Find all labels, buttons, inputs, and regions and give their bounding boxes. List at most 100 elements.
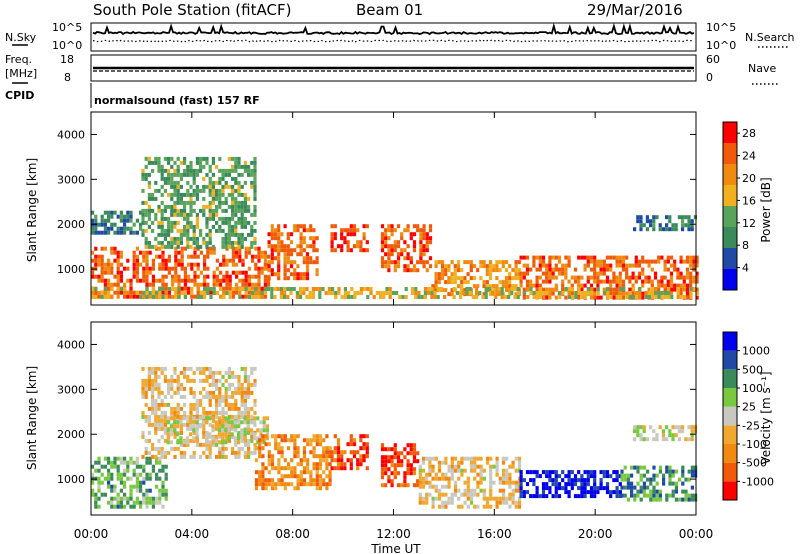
- heatmap-cell: [267, 470, 271, 475]
- heatmap-cell: [384, 459, 388, 464]
- heatmap-cell: [406, 252, 410, 257]
- heatmap-cell: [612, 255, 616, 260]
- heatmap-cell: [452, 295, 456, 299]
- heatmap-cell: [254, 295, 258, 299]
- heatmap-cell: [525, 482, 530, 487]
- heatmap-cell: [145, 456, 149, 461]
- heatmap-cell: [221, 424, 225, 429]
- heatmap-cell: [517, 260, 521, 265]
- heatmap-cell: [564, 486, 568, 491]
- heatmap-cell: [668, 433, 672, 438]
- heatmap-cell: [237, 240, 241, 245]
- heatmap-cell: [609, 287, 613, 292]
- heatmap-cell: [234, 176, 238, 181]
- heatmap-cell: [599, 470, 603, 475]
- heatmap-cell: [142, 480, 146, 485]
- heatmap-cell: [325, 474, 329, 479]
- heatmap-cell: [577, 478, 581, 483]
- heatmap-cell: [237, 200, 241, 205]
- heatmap-cell: [482, 504, 486, 509]
- heatmap-cell: [243, 410, 247, 415]
- heatmap-cell: [434, 284, 438, 289]
- heatmap-cell: [183, 450, 187, 455]
- heatmap-cell: [211, 172, 215, 177]
- heatmap-cell: [299, 470, 303, 475]
- heatmap-cell: [217, 432, 221, 437]
- heatmap-cell: [218, 370, 222, 375]
- heatmap-cell: [160, 176, 164, 181]
- heatmap-cell: [187, 278, 191, 283]
- heatmap-cell: [615, 490, 619, 495]
- heatmap-cell: [437, 476, 442, 481]
- heatmap-cell: [157, 394, 161, 399]
- heatmap-cell: [463, 492, 467, 497]
- heatmap-cell: [208, 434, 212, 439]
- cpid-text: normalsound (fast) 157 RF: [94, 94, 260, 107]
- colorbar-segment: [723, 462, 737, 482]
- heatmap-cell: [145, 278, 149, 283]
- heatmap-cell: [208, 208, 212, 213]
- heatmap-cell: [235, 274, 239, 279]
- heatmap-cell: [681, 465, 685, 470]
- heatmap-cell: [199, 232, 203, 237]
- heatmap-cell: [391, 291, 395, 295]
- heatmap-cell: [103, 230, 107, 235]
- heatmap-cell: [215, 438, 219, 443]
- heatmap-cell: [261, 446, 265, 451]
- heatmap-cell: [176, 192, 180, 197]
- heatmap-cell: [186, 168, 190, 173]
- heatmap-cell: [157, 382, 161, 387]
- heatmap-cell: [154, 236, 158, 241]
- heatmap-cell: [676, 271, 680, 276]
- heatmap-cell: [119, 480, 123, 485]
- heatmap-cell: [681, 425, 685, 430]
- heatmap-cell: [642, 437, 646, 442]
- heatmap-cell: [141, 212, 145, 217]
- heatmap-cell: [144, 244, 148, 249]
- heatmap-cell: [447, 280, 451, 285]
- heatmap-cell: [570, 283, 574, 288]
- heatmap-cell: [567, 482, 571, 487]
- heatmap-cell: [380, 264, 385, 269]
- heatmap-cell: [476, 504, 480, 509]
- heatmap-cell: [495, 468, 499, 473]
- heatmap-cell: [174, 291, 178, 295]
- heatmap-cell: [147, 386, 151, 391]
- heatmap-cell: [318, 474, 323, 479]
- heatmap-cell: [283, 474, 287, 479]
- heatmap-cell: [237, 424, 241, 429]
- heatmap-cell: [100, 266, 104, 271]
- heatmap-cell: [557, 494, 562, 499]
- heatmap-cell: [154, 156, 158, 161]
- heatmap-cell: [561, 279, 565, 284]
- heatmap-cell: [573, 474, 578, 479]
- heatmap-cell: [145, 258, 149, 263]
- heatmap-cell: [340, 462, 344, 467]
- heatmap-cell: [234, 454, 238, 459]
- heatmap-cell: [273, 287, 277, 291]
- heatmap-cell: [654, 287, 658, 291]
- heatmap-cell: [652, 219, 656, 224]
- heatmap-cell: [170, 446, 174, 451]
- heatmap-cell: [247, 250, 251, 255]
- heatmap-cell: [311, 291, 315, 295]
- heatmap-cell: [235, 250, 239, 255]
- heatmap-cell: [372, 295, 376, 299]
- heatmap-cell: [580, 287, 584, 292]
- heatmap-cell: [273, 228, 278, 233]
- heatmap-cell: [195, 236, 199, 241]
- heatmap-cell: [286, 248, 290, 253]
- colorbar-tick-label: -25: [742, 419, 760, 432]
- heatmap-cell: [103, 287, 107, 291]
- heatmap-cell: [652, 223, 656, 228]
- heatmap-cell: [362, 232, 366, 237]
- heatmap-cell: [103, 218, 107, 223]
- heatmap-cell: [176, 410, 180, 415]
- heatmap-cell: [160, 184, 164, 189]
- heatmap-cell: [155, 484, 159, 489]
- heatmap-cell: [447, 268, 451, 273]
- heatmap-cell: [222, 286, 226, 291]
- heatmap-cell: [318, 482, 323, 487]
- heatmap-cell: [215, 402, 219, 407]
- heatmap-cell: [548, 490, 552, 495]
